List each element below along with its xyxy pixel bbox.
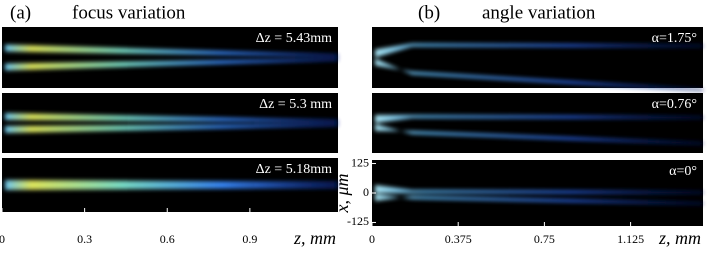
beam-lobe [375,185,703,194]
beam-lobe [5,113,338,122]
y-tick-label: -125 [347,214,369,228]
x-tick-label: 0 [0,232,5,246]
panel-label: (b) [418,2,440,23]
x-tick-label: 0.375 [445,232,472,246]
x-axis-label: z, mm [293,228,336,248]
beam-lobe [5,183,338,190]
image-strip [2,27,338,88]
beam-lobe [5,124,338,133]
x-tick-label: 0.3 [77,232,92,246]
panel-title: angle variation [482,2,596,23]
beam-lobe [5,44,338,57]
x-tick-label: 0.75 [534,232,555,246]
strip-label: α=0° [669,164,697,179]
y-tick-label: 125 [351,155,369,169]
image-strip [372,93,703,153]
image-strip [372,27,703,88]
panel-title: focus variation [72,2,186,23]
x-axis-label: z, mm [658,228,701,248]
strip-label: Δz = 5.18mm [256,162,333,177]
y-axis-label: x, μm [332,173,352,213]
beam [5,44,338,71]
x-tick-label: 0.6 [160,232,175,246]
x-tick-label: 1.125 [617,232,644,246]
y-tick-label: 0 [363,185,369,199]
beam-lobe [375,194,703,205]
beam [5,180,338,190]
beam-lobe [5,58,338,71]
image-strip [2,93,338,153]
beam [375,185,703,205]
beam-lobe [375,124,703,145]
strip-label: α=0.76° [652,97,697,112]
beam [375,115,703,145]
beam-lobe [375,43,703,58]
panel-label: (a) [10,2,31,23]
beam [5,113,338,133]
x-tick-label: 0 [369,232,375,246]
beam-lobe [375,115,703,123]
beam-lobe [375,58,703,92]
strip-label: α=1.75° [652,31,697,46]
strip-label: Δz = 5.3 mm [259,97,332,112]
strip-label: Δz = 5.43mm [256,31,333,46]
x-tick-label: 0.9 [242,232,257,246]
beam [375,43,703,92]
